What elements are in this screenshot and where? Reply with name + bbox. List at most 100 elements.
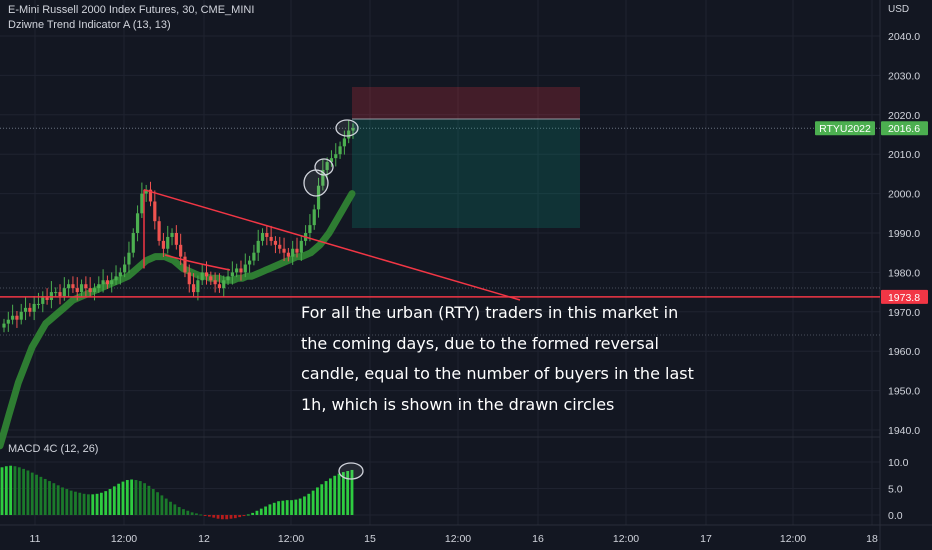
candle-body — [23, 307, 28, 312]
macd-bar — [61, 487, 64, 515]
macd-bar — [30, 472, 34, 515]
candle-body — [41, 296, 45, 304]
macd-bar — [65, 489, 69, 515]
last-price-tag: 2016.6 — [888, 123, 920, 135]
candle-body — [222, 280, 226, 289]
macd-tick-label: 10.0 — [888, 457, 909, 469]
candle-body — [196, 280, 200, 293]
symbol-legend[interactable]: E-Mini Russell 2000 Index Futures, 30, C… — [8, 4, 255, 16]
macd-bar — [177, 507, 181, 515]
macd-bar — [212, 515, 216, 518]
indicator-legend[interactable]: Dziwne Trend Indicator A (13, 13) — [8, 19, 171, 31]
candle-body — [269, 236, 273, 241]
candle-body — [235, 268, 239, 273]
macd-bar — [208, 515, 211, 517]
macd-bar — [108, 489, 112, 515]
candle-body — [166, 236, 170, 249]
candle-body — [54, 292, 58, 294]
price-tick-label: 2040.0 — [888, 31, 920, 43]
candle-body — [209, 276, 213, 281]
price-tick-label: 2030.0 — [888, 70, 920, 82]
candle-body — [11, 315, 15, 320]
take-profit-zone — [352, 119, 580, 228]
macd-bar — [268, 504, 272, 515]
last-price-tag-bg — [881, 121, 928, 136]
candle-body — [226, 276, 230, 281]
macd-bar — [264, 506, 267, 515]
candle-body — [28, 307, 32, 312]
macd-bar — [311, 490, 315, 515]
stop-loss-zone — [352, 87, 580, 119]
time-tick-label: 12:00 — [111, 533, 137, 545]
symbol-tag-bg — [815, 121, 875, 136]
macd-bar — [251, 512, 255, 515]
macd-bar — [190, 512, 194, 515]
macd-tick-label: 5.0 — [888, 484, 903, 496]
macd-bar — [324, 481, 328, 515]
macd-bar — [233, 515, 237, 519]
candle-body — [347, 130, 351, 139]
macd-bar — [328, 478, 332, 515]
time-tick-label: 15 — [364, 533, 376, 545]
candle-body — [329, 158, 334, 163]
support-price-tag-bg — [881, 289, 928, 304]
macd-bar — [333, 475, 337, 515]
price-tick-label: 2010.0 — [888, 149, 920, 161]
candle-body — [278, 244, 282, 249]
candle-body — [67, 284, 71, 289]
candle-body — [312, 209, 316, 226]
currency-label: USD — [888, 4, 910, 15]
macd-bar — [130, 479, 134, 515]
macd-bar — [99, 492, 103, 515]
macd-bar — [203, 515, 207, 516]
macd-bar — [35, 474, 38, 515]
annotation-note: For all the urban (RTY) traders in this … — [301, 298, 741, 420]
candle-body — [36, 303, 41, 305]
macd-bar — [117, 483, 121, 515]
candle-body — [161, 240, 166, 249]
macd-legend[interactable]: MACD 4C (12, 26) — [8, 443, 99, 455]
macd-bar — [303, 496, 306, 515]
candle-body — [291, 248, 295, 257]
macd-bar — [246, 514, 250, 516]
macd-bar — [341, 472, 345, 515]
macd-bar — [125, 480, 129, 515]
macd-bar — [143, 483, 146, 515]
macd-bar — [56, 485, 60, 515]
trend-indicator-line — [0, 190, 356, 450]
candle-body — [97, 284, 101, 289]
macd-bar — [151, 489, 155, 515]
macd-bar — [225, 515, 229, 520]
support-price-tag: 1973.8 — [888, 292, 920, 304]
candle-body — [351, 128, 355, 131]
candle-body — [338, 146, 342, 155]
macd-bar — [320, 484, 324, 515]
macd-bar — [277, 501, 280, 515]
candle-body — [273, 240, 278, 245]
macd-tick-label: 0.0 — [888, 510, 903, 522]
note-line: the coming days, due to the formed rever… — [301, 333, 659, 353]
macd-bar — [298, 498, 302, 515]
macd-bar — [307, 493, 311, 515]
candle-body — [62, 288, 66, 297]
candle-body — [299, 240, 303, 253]
price-tick-label: 1970.0 — [888, 307, 920, 319]
candle-body — [247, 260, 252, 265]
macd-bar — [17, 467, 21, 515]
macd-bar — [272, 502, 276, 515]
candle-body — [243, 264, 247, 273]
macd-bar — [238, 515, 242, 518]
note-line: For all the urban (RTY) traders in this … — [301, 303, 679, 322]
candle-body — [191, 284, 196, 293]
macd-bar — [156, 492, 159, 515]
drawn-circle — [335, 119, 359, 137]
macd-bar — [147, 485, 151, 515]
time-tick-label: 18 — [866, 533, 878, 545]
macd-bar — [69, 490, 73, 515]
candle-body — [144, 189, 148, 194]
candle-body — [239, 268, 243, 273]
candle-body — [6, 319, 10, 324]
macd-bar — [26, 470, 30, 515]
price-tick-label: 1960.0 — [888, 346, 920, 358]
